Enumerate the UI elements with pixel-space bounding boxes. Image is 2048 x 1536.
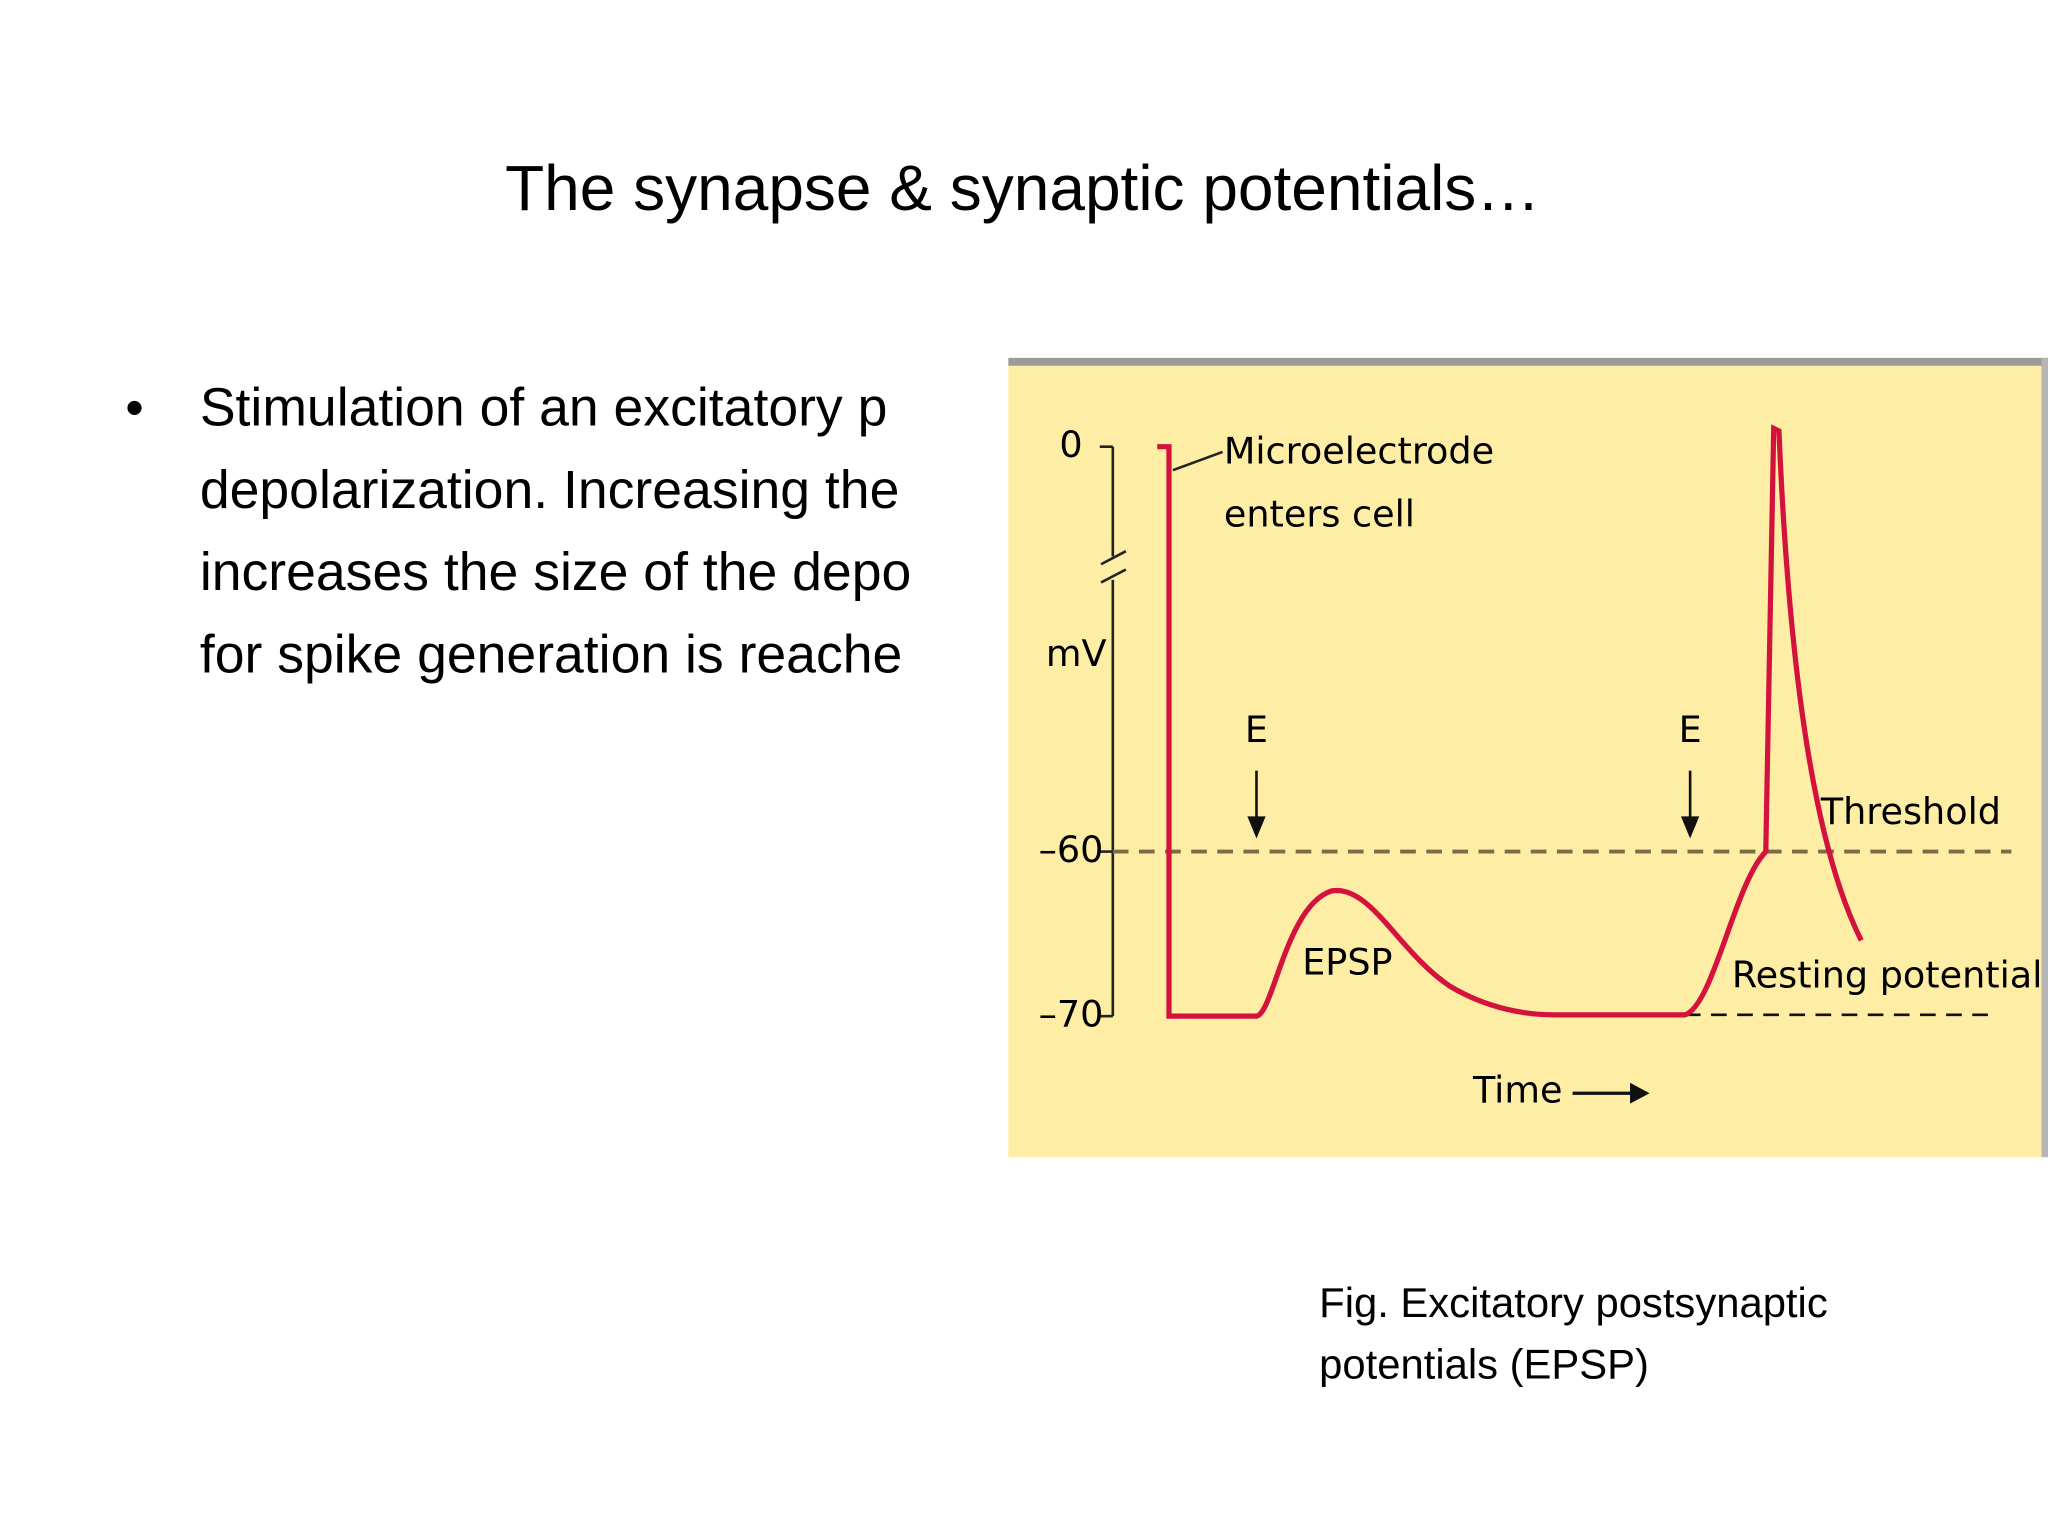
annotation: Resting potential — [1732, 953, 2042, 996]
slide-title: The synapse & synaptic potentials… — [505, 152, 1540, 224]
bullet-line: for spike generation is reache — [200, 625, 902, 684]
caption-line: potentials (EPSP) — [1319, 1341, 1649, 1388]
bullet-text: Stimulation of an excitatory p depolariz… — [200, 379, 911, 685]
annotation: Threshold — [1820, 790, 2001, 833]
figure-border — [2041, 357, 2048, 1158]
figure-border — [1008, 357, 2048, 366]
stimulus-label: E — [1679, 708, 1702, 751]
y-tick-label: 0 — [1059, 423, 1082, 466]
pointer-line — [1172, 450, 1223, 472]
arrowhead — [1630, 1082, 1650, 1104]
figure-background — [1008, 363, 2048, 1158]
axis-break — [1100, 550, 1127, 566]
y-axis-label: mV — [1046, 632, 1107, 675]
arrowhead — [1680, 816, 1700, 839]
axis-break — [1100, 568, 1127, 584]
stimulus-label: E — [1245, 708, 1268, 751]
caption-line: Fig. Excitatory postsynaptic — [1319, 1279, 1828, 1326]
figure: 0 –60 –70 mV Microelectrode enters cell … — [1008, 357, 2048, 1158]
y-tick-label: –60 — [1039, 828, 1104, 871]
x-axis-label: Time — [1472, 1068, 1562, 1111]
annotation: Microelectrode — [1224, 430, 1494, 473]
annotation: enters cell — [1224, 492, 1415, 535]
bullet-line: depolarization. Increasing the — [200, 461, 900, 520]
bullet-line: increases the size of the depo — [200, 543, 911, 602]
arrowhead — [1247, 816, 1266, 839]
y-tick-label: –70 — [1039, 993, 1104, 1036]
annotation: EPSP — [1302, 940, 1392, 983]
bullet-marker: • — [125, 379, 143, 437]
membrane-trace — [1157, 424, 1864, 1019]
bullet-line: Stimulation of an excitatory p — [200, 379, 888, 438]
